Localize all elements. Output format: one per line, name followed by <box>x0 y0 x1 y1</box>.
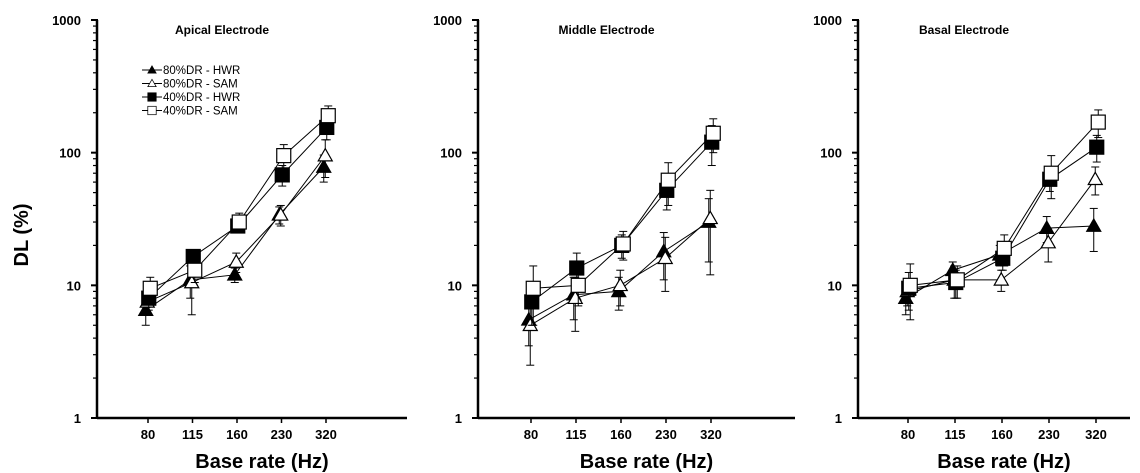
series-open-square <box>525 118 721 326</box>
x-axis-label: Base rate (Hz) <box>580 451 713 473</box>
chart-panel-1: 1 10 100 1000 80 115 160 230 320 Base rate (Hz) Ap… <box>52 13 407 473</box>
data-point <box>228 253 245 268</box>
series-filled-triangle <box>520 198 717 347</box>
panel-title: Basal Electrode <box>919 23 1009 37</box>
x-tick-label: 160 <box>226 427 248 442</box>
x-tick-label: 320 <box>315 427 337 442</box>
x-tick-label: 230 <box>1038 427 1060 442</box>
y-tick-label: 1000 <box>433 13 462 28</box>
data-point <box>1038 219 1055 234</box>
x-tick-label: 160 <box>991 427 1013 442</box>
y-tick-label: 100 <box>820 146 842 161</box>
legend-label: 40%DR - SAM <box>163 106 238 118</box>
data-point <box>231 214 247 230</box>
data-point <box>1085 217 1102 232</box>
data-point <box>1040 234 1057 249</box>
x-tick-label: 115 <box>566 427 587 442</box>
y-tick-label: 1000 <box>813 13 842 28</box>
y-tick-label: 1000 <box>52 13 81 28</box>
data-point <box>993 271 1010 286</box>
data-point <box>569 260 585 276</box>
data-point <box>315 158 332 173</box>
data-point <box>272 206 289 221</box>
series-filled-triangle <box>137 154 332 326</box>
x-tick-label: 80 <box>141 427 155 442</box>
series-filled-square <box>141 116 335 311</box>
data-point <box>142 280 158 296</box>
series-open-triangle <box>522 189 719 366</box>
data-point <box>1087 171 1104 186</box>
data-point <box>996 240 1012 256</box>
y-tick-label: 100 <box>440 146 462 161</box>
series-line <box>533 132 714 289</box>
legend-marker <box>147 65 157 74</box>
data-point <box>657 250 674 265</box>
data-point <box>226 266 243 281</box>
series-open-square <box>902 109 1106 321</box>
data-point <box>317 147 334 162</box>
legend-marker <box>147 92 157 102</box>
legend-marker-open-triangle <box>147 78 157 88</box>
panel-title: Middle Electrode <box>558 23 654 37</box>
y-tick-label: 1 <box>835 411 842 426</box>
legend-marker <box>147 105 157 116</box>
legend-marker-filled-triangle <box>147 65 157 74</box>
legend-marker-open-square <box>147 105 157 116</box>
x-tick-label: 80 <box>901 427 915 442</box>
y-tick-label: 1 <box>74 411 81 426</box>
x-tick-label: 230 <box>271 427 293 442</box>
data-point <box>902 277 918 293</box>
data-point <box>1090 114 1106 130</box>
x-tick-label: 320 <box>700 427 722 442</box>
x-tick-label: 230 <box>655 427 677 442</box>
data-point <box>615 236 631 252</box>
legend-label: 80%DR - HWR <box>163 65 240 77</box>
y-tick-label: 100 <box>59 146 81 161</box>
x-tick-label: 115 <box>182 427 203 442</box>
series-line <box>145 166 325 311</box>
data-point <box>949 272 965 288</box>
data-point <box>705 125 721 141</box>
y-axis-label: DL (%) <box>11 204 33 267</box>
data-point <box>1089 139 1105 155</box>
y-tick-label: 10 <box>828 278 842 293</box>
data-point <box>185 248 201 265</box>
y-tick-label: 1 <box>455 411 462 426</box>
legend-marker-filled-square <box>147 92 157 102</box>
data-point <box>570 277 586 293</box>
series-open-square <box>142 105 336 303</box>
data-point <box>612 277 629 292</box>
x-axis-label: Base rate (Hz) <box>195 451 328 473</box>
y-tick-label: 10 <box>448 278 462 293</box>
legend-label: 80%DR - SAM <box>163 79 238 91</box>
data-point <box>525 280 541 296</box>
x-axis-label: Base rate (Hz) <box>937 451 1070 473</box>
legend-marker <box>147 78 157 88</box>
data-point <box>524 294 540 310</box>
x-tick-label: 80 <box>524 427 538 442</box>
x-tick-label: 320 <box>1085 427 1107 442</box>
chart-panel-2: 1 10 100 1000 80 115 160 230 320 Base rate (Hz) Mi… <box>433 13 795 473</box>
x-tick-label: 115 <box>945 427 966 442</box>
legend-label: 40%DR - HWR <box>163 92 240 104</box>
x-tick-label: 160 <box>610 427 632 442</box>
series-line <box>531 141 713 303</box>
data-point <box>187 262 203 278</box>
data-point <box>702 210 719 225</box>
chart-panel-3: 1 10 100 1000 80 115 160 230 320 Base rate (Hz) Ba… <box>813 13 1130 473</box>
series-open-triangle <box>899 166 1104 307</box>
data-point <box>1043 165 1059 181</box>
data-point <box>660 172 676 188</box>
data-point <box>274 167 290 183</box>
panel-title: Apical Electrode <box>175 23 269 37</box>
data-point <box>276 148 292 164</box>
y-tick-label: 10 <box>67 278 81 293</box>
data-point <box>320 108 336 124</box>
